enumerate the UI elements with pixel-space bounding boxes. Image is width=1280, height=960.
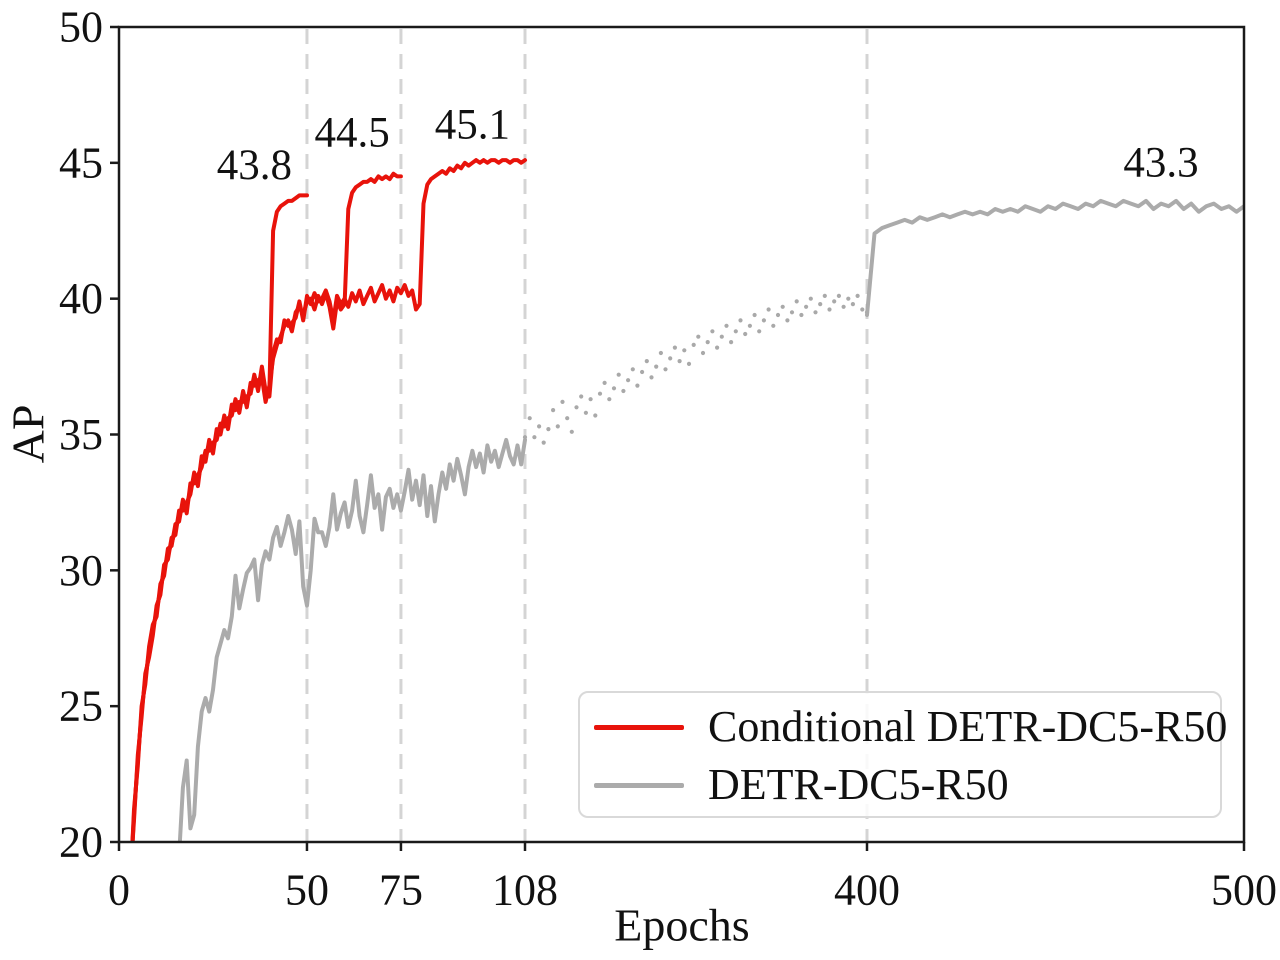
series-group: [130, 158, 1244, 842]
legend: Conditional DETR-DC5-R50 DETR-DC5-R50: [578, 691, 1227, 818]
axes-ticks: 0 50 75 108 400 500 20 25 30 35 40 45 50: [59, 3, 1277, 915]
x-tick-label-75: 75: [379, 866, 423, 915]
y-tick-label-20: 20: [59, 818, 103, 867]
series-path-5: [865, 198, 1244, 317]
series-path-2: [130, 158, 527, 842]
x-tick-label-500: 500: [1211, 866, 1277, 915]
y-tick-label-25: 25: [59, 682, 103, 731]
y-tick-label-40: 40: [59, 274, 103, 323]
y-tick-label-50: 50: [59, 3, 103, 52]
y-tick-label-30: 30: [59, 546, 103, 595]
x-tick-label-50: 50: [285, 866, 329, 915]
annotation-44.5: 44.5: [314, 109, 389, 156]
series-dots-4: [522, 293, 870, 445]
y-axis-title: AP: [2, 404, 54, 464]
legend-line-red-icon: [594, 724, 684, 730]
legend-label: Conditional DETR-DC5-R50: [708, 702, 1228, 751]
annotation-45.1: 45.1: [435, 101, 510, 148]
series-path-0: [130, 193, 309, 842]
legend-line-gray-icon: [594, 782, 684, 788]
x-tick-label-108: 108: [492, 866, 558, 915]
y-tick-label-45: 45: [59, 138, 103, 187]
annotation-43.8: 43.8: [217, 142, 292, 189]
legend-item-conditional-detr: Conditional DETR-DC5-R50: [580, 698, 1227, 756]
x-tick-label-400: 400: [834, 866, 900, 915]
y-tick-label-35: 35: [59, 410, 103, 459]
legend-item-detr: DETR-DC5-R50: [580, 756, 1220, 814]
annotation-43.3: 43.3: [1123, 139, 1198, 186]
series-path-3: [177, 437, 527, 842]
x-axis-title: Epochs: [614, 899, 750, 951]
x-tick-label-0: 0: [108, 866, 130, 915]
legend-label: DETR-DC5-R50: [708, 760, 1009, 809]
